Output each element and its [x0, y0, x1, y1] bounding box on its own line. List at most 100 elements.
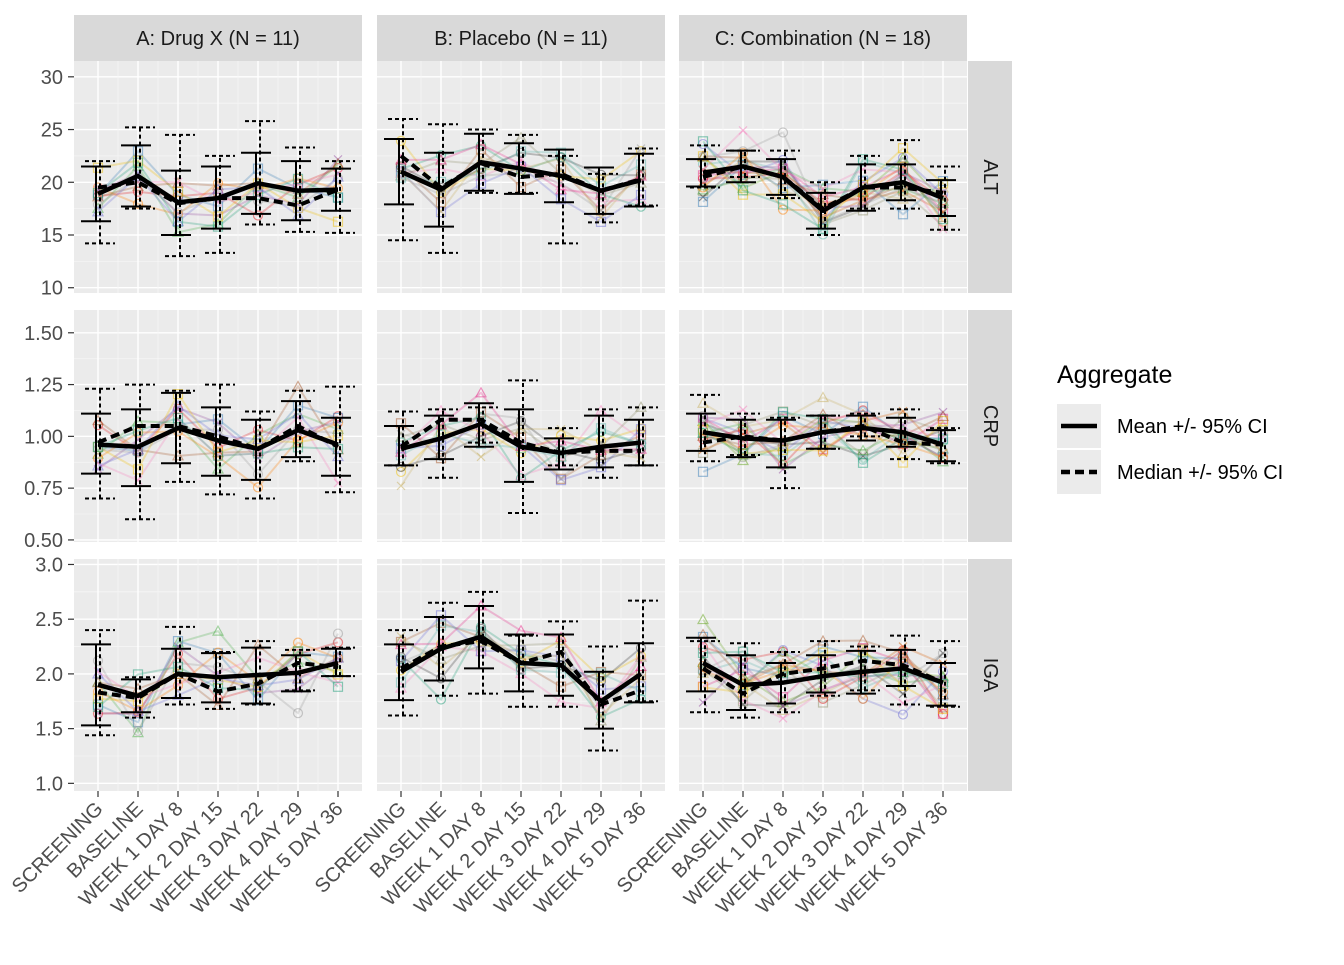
subject-point [132, 157, 144, 168]
subject-point [635, 424, 647, 435]
subject-point [937, 678, 949, 690]
subject-point [332, 173, 344, 184]
subject-point [697, 152, 709, 163]
subject-point [515, 182, 527, 193]
subject-point [737, 185, 749, 196]
subject-point [738, 125, 748, 135]
subject-point [897, 652, 909, 663]
subject-point [897, 209, 909, 220]
subject-point [857, 199, 869, 210]
mean-line [97, 173, 339, 205]
y-tick-label: 1.5 [35, 719, 63, 741]
subject-point [515, 146, 527, 157]
subject-point [132, 464, 144, 475]
subject-point [777, 420, 789, 431]
subject-point [937, 703, 949, 714]
subject-line [97, 643, 339, 707]
subject-point [252, 482, 264, 493]
subject-point [211, 624, 225, 636]
subject-point [555, 474, 567, 486]
subject-point [252, 189, 264, 200]
subject-point [736, 181, 750, 193]
subject-point [252, 469, 264, 480]
subject-point [212, 178, 224, 189]
row-strip [968, 310, 1012, 542]
legend-label: Mean +/- 95% CI [1117, 416, 1268, 438]
subject-line [97, 416, 339, 457]
subject-point [475, 140, 487, 151]
subject-point [595, 174, 607, 185]
subject-point [897, 675, 909, 686]
subject-point [435, 150, 447, 161]
mean-line [400, 421, 642, 456]
subject-point [395, 135, 407, 146]
subject-point [897, 457, 909, 468]
column-strip [377, 15, 665, 61]
y-tick-label: 0.75 [24, 478, 63, 500]
subject-point [817, 641, 829, 652]
subject-point [937, 648, 949, 659]
subject-point [595, 423, 607, 434]
subject-point [92, 701, 104, 713]
subject-line [97, 649, 339, 708]
subject-point [332, 192, 344, 203]
subject-point [92, 655, 104, 666]
y-tick-label: 15 [41, 225, 63, 247]
subject-line [97, 412, 339, 471]
subject-point [474, 386, 488, 398]
subject-point [697, 196, 709, 207]
subject-point [697, 447, 709, 458]
subject-point [817, 647, 829, 658]
subject-point [395, 655, 407, 666]
column-strip [679, 15, 967, 61]
subject-line [702, 396, 944, 455]
subject-line [400, 613, 642, 691]
subject-line [97, 404, 339, 467]
subject-point [595, 711, 607, 723]
legend-label: Median +/- 95% CI [1117, 462, 1283, 484]
subject-point [857, 457, 869, 468]
subject-point [332, 681, 344, 692]
subject-point [555, 194, 567, 205]
subject-point [172, 412, 184, 424]
subject-point [212, 414, 224, 425]
subject-point [212, 221, 224, 232]
subject-point [736, 454, 750, 466]
legend-title: Aggregate [1057, 361, 1172, 389]
mean-line [701, 660, 944, 688]
column-strip-label: B: Placebo (N = 11) [434, 28, 608, 50]
subject-point [475, 407, 487, 418]
subject-point [212, 424, 224, 435]
subject-point [395, 461, 407, 472]
subject-point [92, 199, 104, 210]
subject-line [400, 420, 642, 468]
subject-point [697, 410, 709, 421]
y-tick-label: 2.0 [35, 664, 63, 686]
subject-line [400, 143, 642, 195]
subject-point [936, 410, 950, 422]
subject-point [697, 641, 709, 653]
column-strip-label: A: Drug X (N = 11) [136, 28, 300, 50]
subject-point [857, 679, 869, 690]
subject-point [697, 647, 709, 658]
subject-point [738, 405, 748, 415]
subject-point [212, 693, 224, 704]
subject-point [435, 450, 447, 461]
subject-point [857, 682, 869, 693]
subject-line [400, 160, 642, 203]
subject-point [937, 213, 949, 225]
subject-point [475, 178, 487, 189]
subject-point [898, 698, 908, 708]
row-strip [968, 61, 1012, 293]
subject-line [97, 650, 339, 703]
subject-point [555, 147, 567, 158]
subject-point [856, 444, 870, 456]
subject-line [400, 627, 642, 683]
subject-point [395, 161, 407, 172]
subject-point [515, 416, 527, 427]
subject-point [816, 391, 830, 403]
subject-point [435, 620, 447, 631]
subject-point [777, 692, 789, 703]
subject-point [897, 709, 909, 720]
